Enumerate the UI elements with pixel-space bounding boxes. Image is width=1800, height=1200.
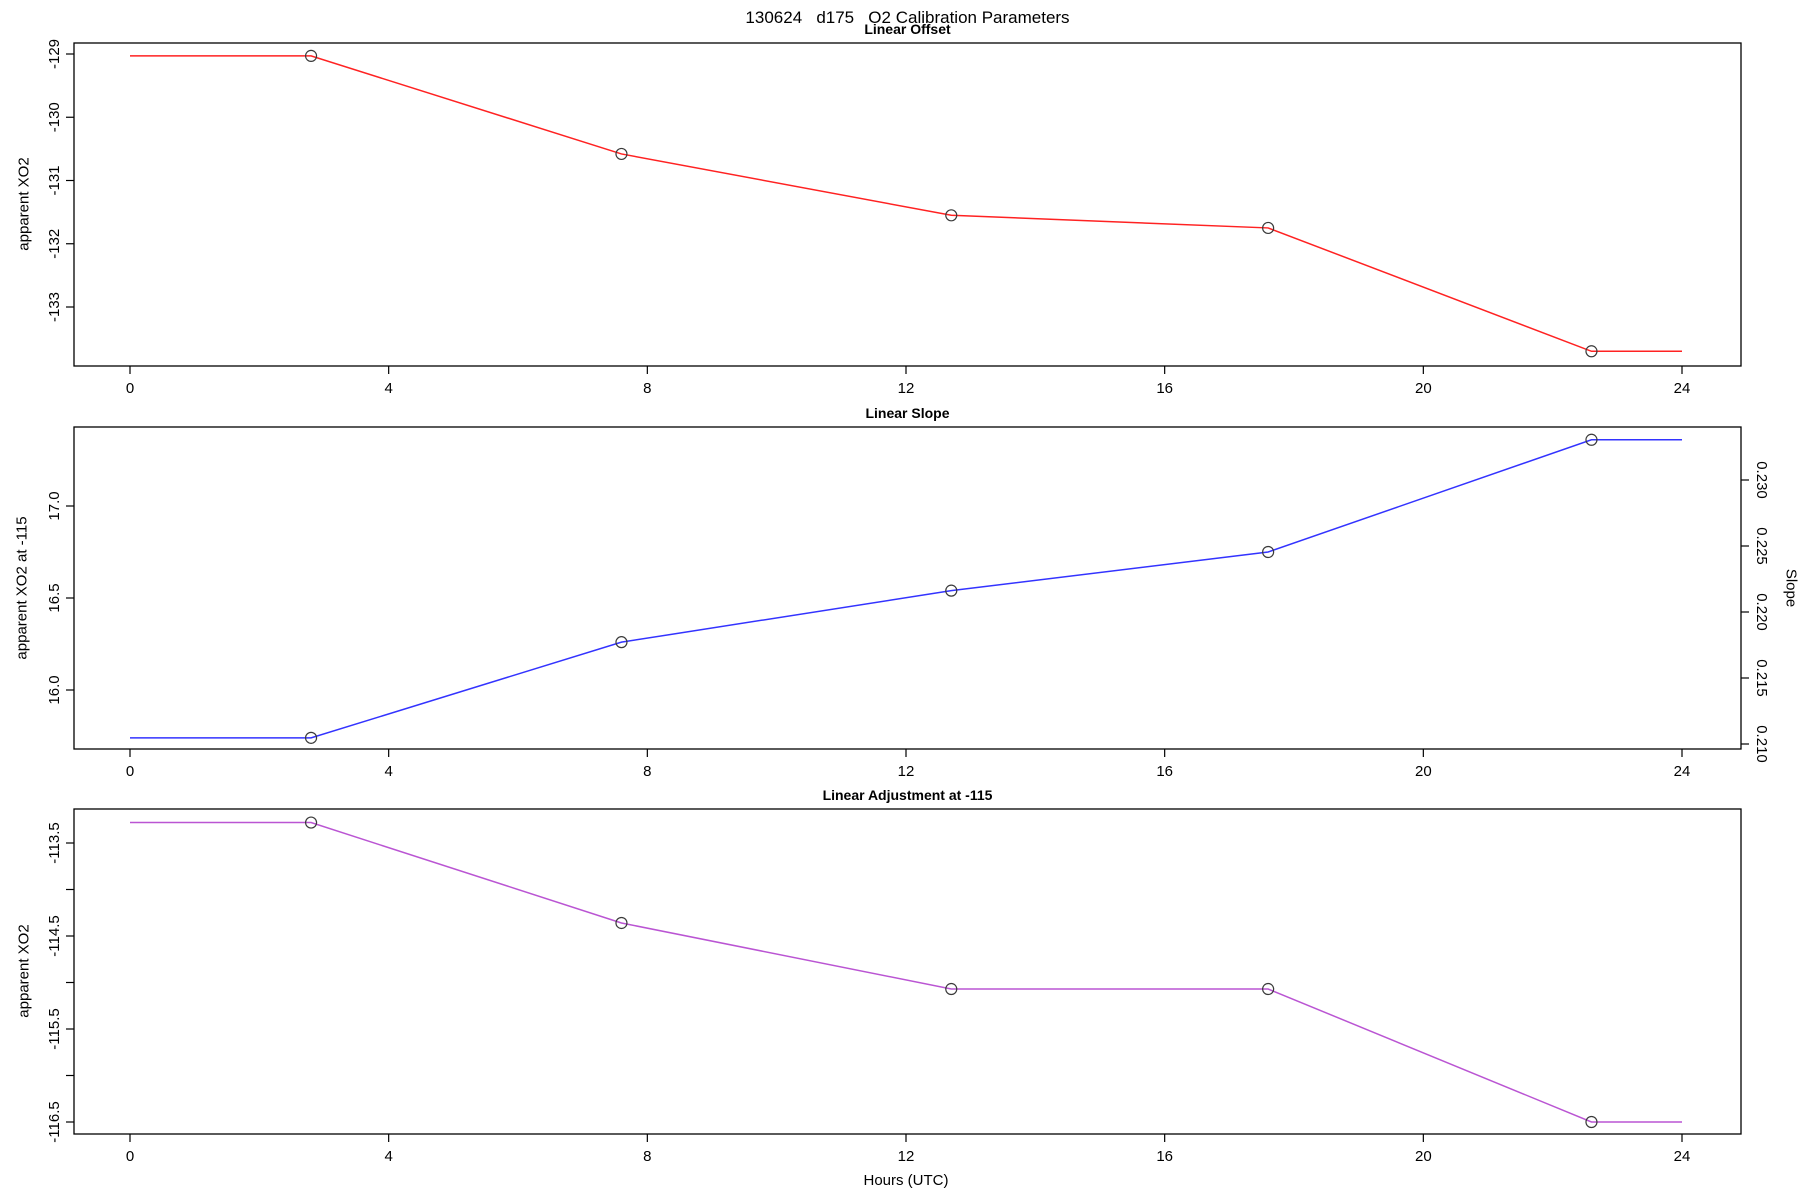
adjustment-x-tick-label: 12 [898, 1148, 915, 1165]
slope-data-point [615, 636, 628, 649]
adjustment-y-tick-label: -115.5 [46, 1008, 63, 1049]
adjustment-series-line [130, 821, 1683, 1123]
offset-panel-title: Linear Offset [864, 21, 951, 37]
page-title: 130624 d175 O2 Calibration Parameters [745, 8, 1070, 27]
offset-y-tick-label: -133 [46, 292, 63, 322]
slope-x-tick-label: 24 [1674, 763, 1691, 780]
slope-right-y-tick-label: 0.230 [1753, 461, 1770, 499]
slope-plot-box [73, 426, 1742, 750]
slope-x-tick-label: 4 [384, 763, 392, 780]
adjustment-x-tick-label: 0 [126, 1148, 134, 1165]
offset-x-tick-label: 0 [126, 380, 134, 397]
adjustment-data-point [945, 982, 958, 996]
adjustment-x-tick-label: 8 [643, 1148, 651, 1165]
slope-y-tick-label: 16.0 [46, 675, 63, 704]
slope-series-line [130, 439, 1683, 739]
adjustment-data-point [1585, 1115, 1598, 1129]
slope-panel-title: Linear Slope [865, 405, 950, 421]
slope-data-point [304, 731, 318, 744]
offset-x-tick-label: 4 [384, 380, 392, 397]
slope-data-point [1262, 545, 1275, 559]
adjustment-x-tick-label: 20 [1415, 1148, 1432, 1165]
adjustment-y-tick-label: -116.5 [46, 1101, 63, 1142]
offset-x-tick-label: 20 [1415, 380, 1432, 397]
slope-x-tick-label: 16 [1156, 763, 1173, 780]
adjustment-y-tick-label: -113.5 [46, 822, 63, 863]
offset-data-point [1585, 345, 1598, 358]
offset-y-tick-label: -130 [46, 102, 63, 132]
offset-data-point [945, 209, 958, 222]
offset-y-tick-label: -132 [46, 229, 63, 259]
adjustment-plot-box [73, 808, 1742, 1135]
offset-plot-box [73, 42, 1742, 367]
adjustment-data-point [304, 816, 318, 829]
slope-right-y-tick-label: 0.210 [1753, 725, 1770, 763]
adjustment-x-tick-label: 16 [1156, 1148, 1173, 1165]
slope-data-point [1585, 433, 1598, 446]
adjustment-data-point [1262, 982, 1275, 996]
adjustment-x-tick-label: 24 [1674, 1148, 1691, 1165]
offset-y-tick-label: -129 [46, 39, 63, 69]
offset-series-line [130, 55, 1683, 353]
adjustment-y-tick-label: -114.5 [46, 915, 63, 956]
slope-x-tick-label: 20 [1415, 763, 1432, 780]
slope-right-y-tick-label: 0.220 [1753, 593, 1770, 631]
slope-y-tick-label: 17.0 [46, 491, 63, 520]
offset-x-tick-label: 16 [1156, 380, 1173, 397]
offset-x-tick-label: 8 [643, 380, 651, 397]
slope-data-point [945, 584, 958, 597]
offset-data-point [304, 49, 318, 62]
adjustment-y-axis-label: apparent XO2 [15, 924, 33, 1018]
slope-x-tick-label: 8 [643, 763, 651, 780]
slope-x-tick-label: 0 [126, 763, 134, 780]
adjustment-panel-title: Linear Adjustment at -115 [822, 787, 993, 803]
slope-right-y-tick-label: 0.225 [1753, 527, 1770, 565]
slope-left-y-axis-label: apparent XO2 at -115 [13, 516, 31, 660]
slope-right-y-axis-label: Slope [1782, 568, 1800, 608]
offset-x-tick-label: 24 [1674, 380, 1691, 397]
offset-y-tick-label: -131 [46, 165, 63, 195]
slope-x-tick-label: 12 [898, 763, 915, 780]
offset-y-axis-label: apparent XO2 [15, 157, 33, 251]
x-axis-label: Hours (UTC) [863, 1172, 949, 1189]
slope-y-tick-label: 16.5 [46, 583, 63, 612]
slope-right-y-tick-label: 0.215 [1753, 659, 1770, 697]
adjustment-x-tick-label: 4 [384, 1148, 392, 1165]
adjustment-data-point [615, 916, 628, 930]
offset-data-point [1262, 221, 1275, 235]
offset-data-point [615, 147, 628, 161]
offset-x-tick-label: 12 [898, 380, 915, 397]
